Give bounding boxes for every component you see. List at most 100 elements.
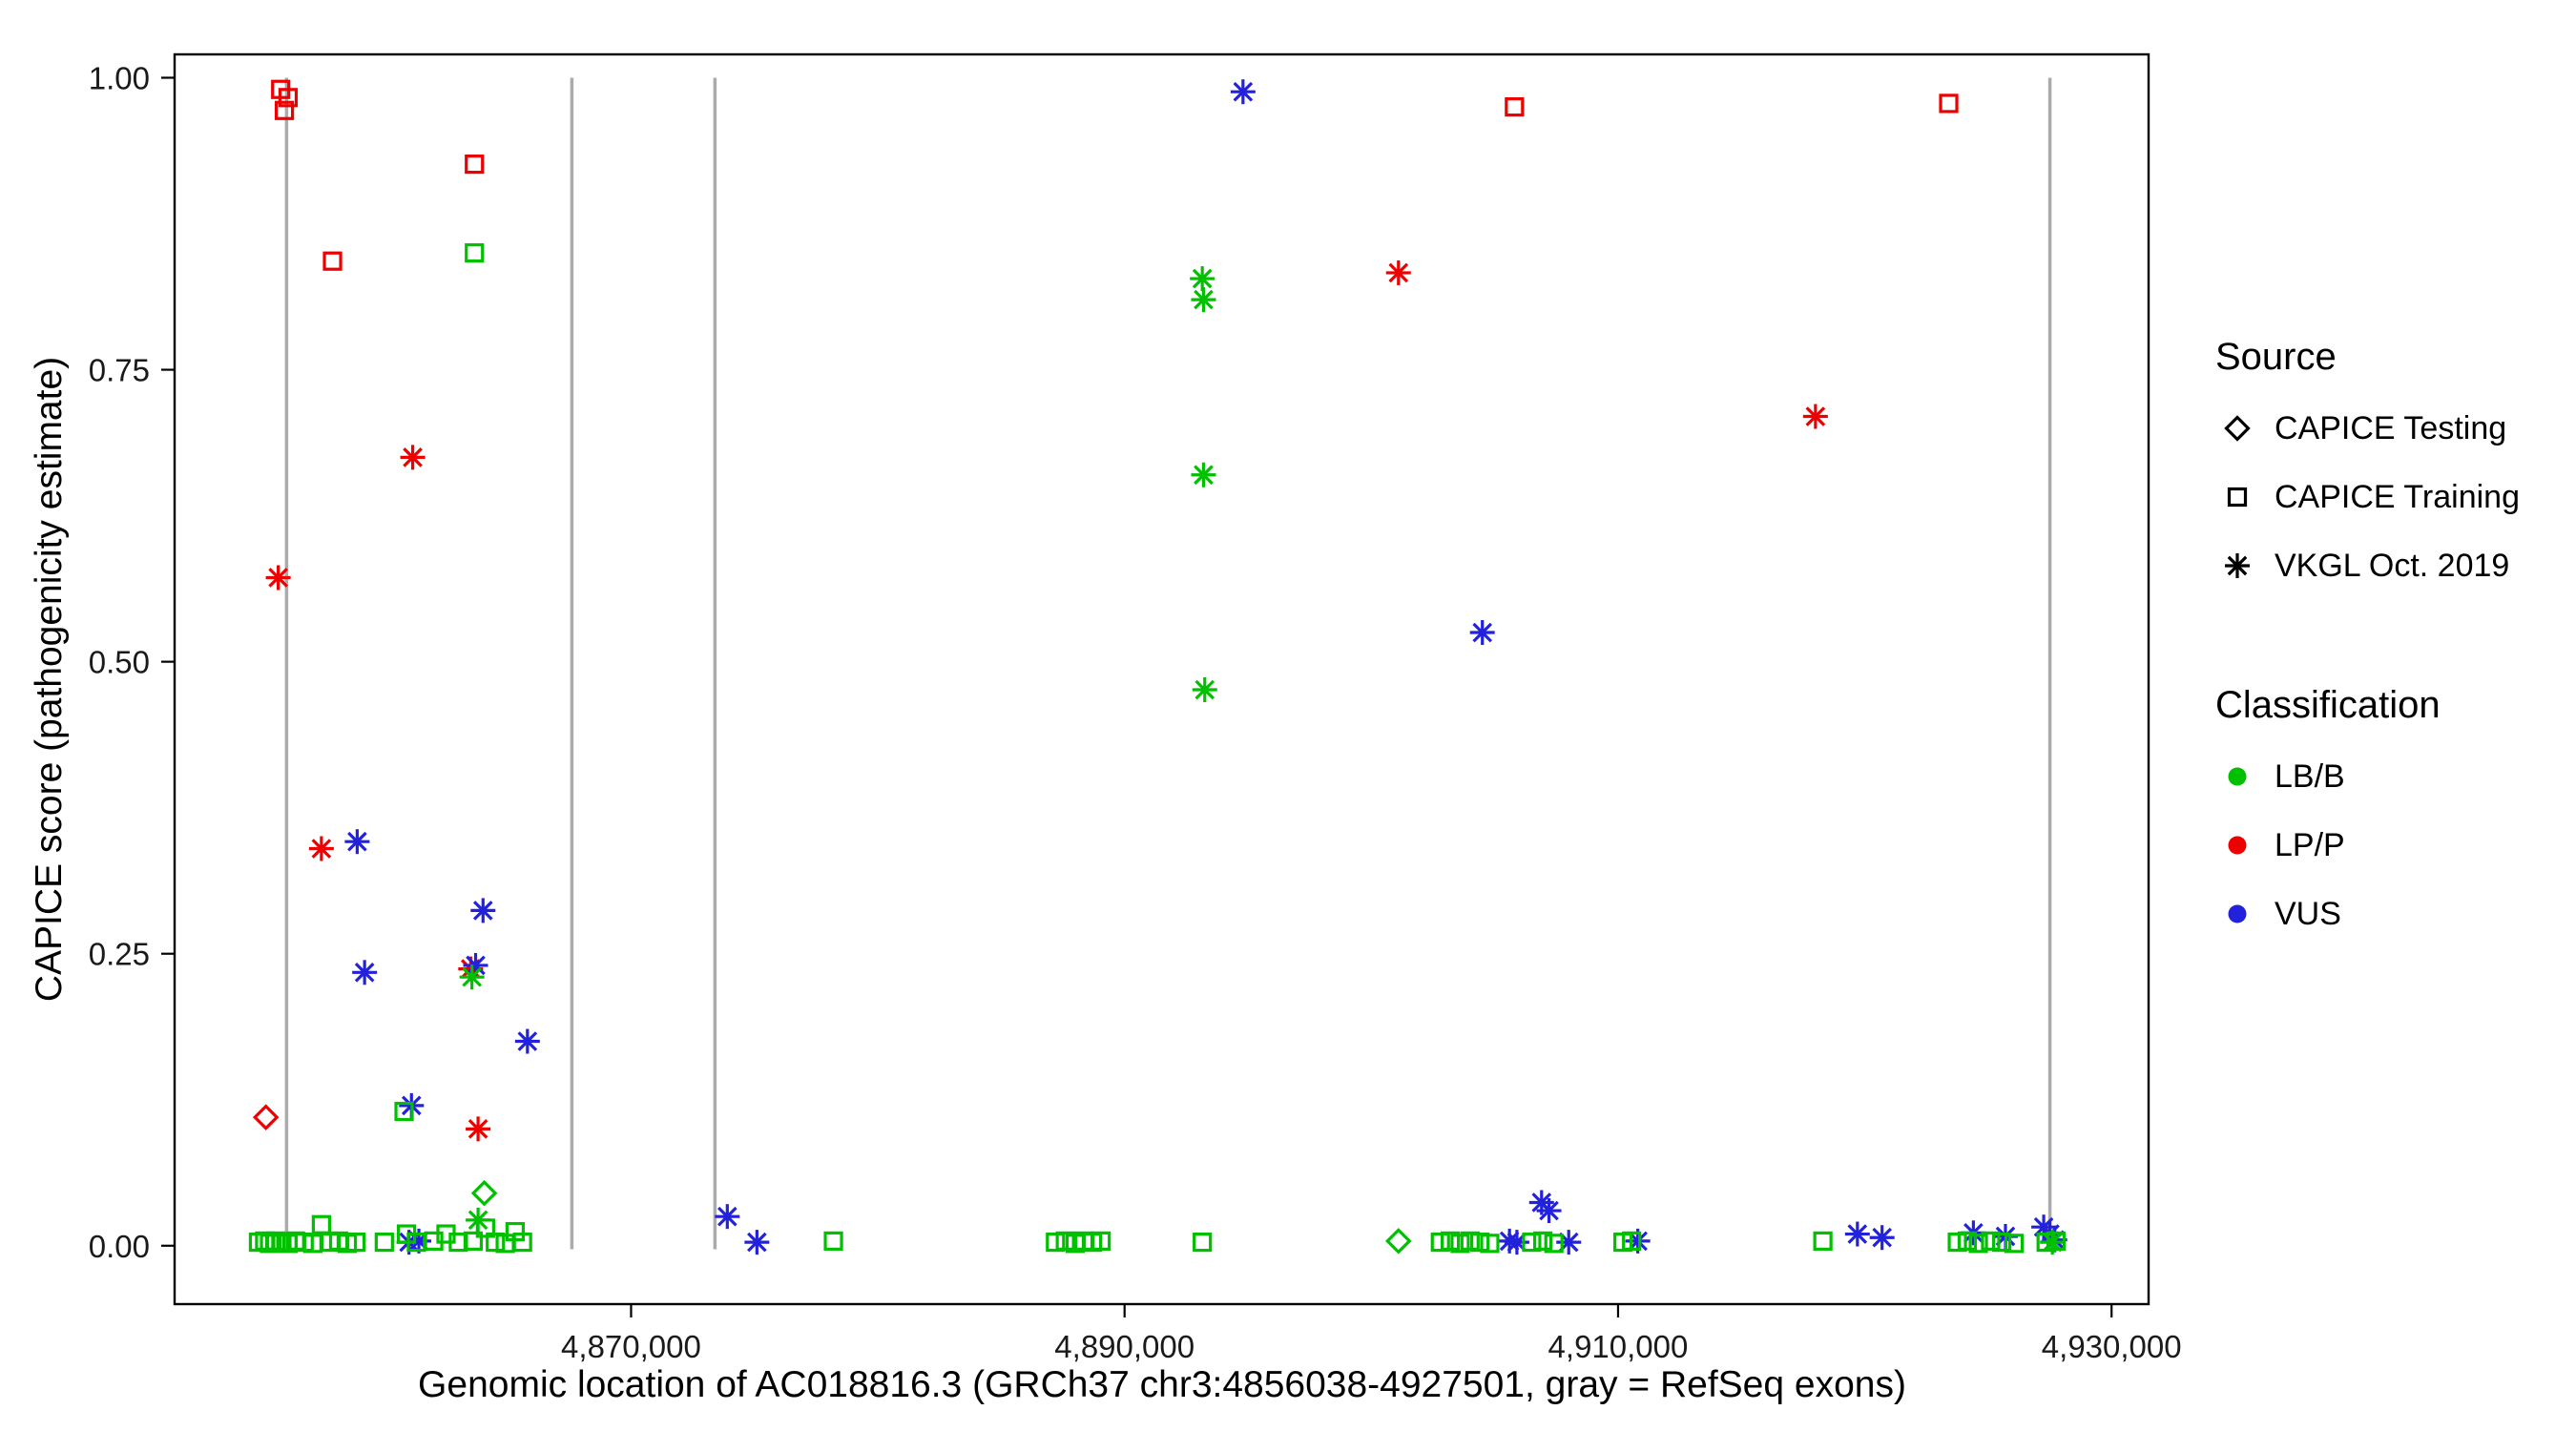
data-point	[470, 1179, 498, 1207]
y-tick-label: 0.00	[89, 1229, 150, 1264]
data-point	[1522, 1233, 1542, 1253]
data-point	[1504, 1230, 1529, 1255]
legend-item-label: VKGL Oct. 2019	[2275, 547, 2510, 584]
panel-border	[173, 52, 2150, 1306]
data-point	[1813, 1231, 1833, 1251]
legend-color-dot	[2228, 904, 2247, 923]
data-point	[1190, 266, 1215, 292]
data-point	[470, 898, 496, 923]
data-point	[1230, 79, 1256, 105]
data-point	[352, 960, 378, 985]
data-point	[512, 1233, 532, 1253]
x-tick-label: 4,890,000	[1054, 1329, 1195, 1364]
data-point	[1532, 1231, 1553, 1251]
legend-item-capice-training: CAPICE Training	[2215, 463, 2520, 531]
data-point	[322, 251, 343, 271]
circle-marker	[2228, 904, 2247, 923]
data-point	[1470, 1233, 1490, 1253]
x-tick-label: 4,930,000	[2042, 1329, 2182, 1364]
legend-title-source: Source	[2215, 336, 2337, 378]
data-point	[1385, 259, 1411, 285]
asterisk-marker	[2225, 553, 2250, 578]
data-point	[2004, 1234, 2025, 1254]
data-point	[274, 100, 295, 120]
data-point	[1046, 1233, 1066, 1253]
y-tick-label: 0.50	[89, 645, 150, 680]
legend-item-label: LP/P	[2275, 826, 2345, 863]
data-point	[1450, 1234, 1470, 1254]
legend-asterisk-icon	[2225, 553, 2250, 578]
data-point	[1536, 1198, 1562, 1224]
legend-classification-items: LB/B LP/P VUS	[2215, 742, 2520, 948]
data-point	[1939, 93, 1959, 114]
x-tick-label: 4,910,000	[1548, 1329, 1689, 1364]
legend-item-vkgl-oct-2019: VKGL Oct. 2019	[2215, 531, 2520, 600]
data-point	[400, 445, 426, 470]
data-point	[1055, 1231, 1075, 1251]
data-point	[345, 1233, 366, 1253]
data-point	[1191, 462, 1216, 487]
square-marker	[2227, 487, 2248, 508]
data-point	[265, 565, 291, 591]
data-point	[252, 1104, 280, 1130]
legend-diamond-icon	[2224, 415, 2251, 442]
data-point	[465, 243, 485, 263]
data-point	[1440, 1231, 1461, 1251]
data-points	[248, 79, 2067, 1255]
circle-marker	[2228, 767, 2247, 786]
y-tick-label: 0.75	[89, 353, 150, 388]
data-point	[1091, 1231, 1111, 1251]
y-tick-label: 1.00	[89, 60, 150, 95]
data-point	[278, 88, 299, 108]
data-point	[1460, 1231, 1480, 1251]
data-point	[1480, 1234, 1500, 1254]
legend-item-label: CAPICE Testing	[2275, 409, 2507, 446]
data-point	[715, 1204, 740, 1230]
legend-item-capice-testing: CAPICE Testing	[2215, 394, 2520, 463]
data-point	[344, 829, 370, 855]
data-point	[1622, 1231, 1642, 1251]
legend-square-icon	[2227, 487, 2248, 508]
data-point	[463, 1231, 484, 1251]
legend-source-items: CAPICE Testing CAPICE Training VKGL Oct. 2…	[2215, 394, 2520, 600]
data-point	[465, 154, 485, 175]
data-point	[744, 1230, 770, 1255]
data-point	[1844, 1221, 1870, 1247]
data-point	[308, 836, 334, 861]
data-point	[394, 1101, 414, 1122]
data-point	[1981, 1231, 2001, 1251]
legend-item-label: VUS	[2275, 895, 2341, 932]
data-point	[823, 1231, 843, 1251]
data-point	[2036, 1233, 2056, 1253]
data-point	[2046, 1231, 2067, 1251]
legend-color-dot	[2228, 767, 2247, 786]
legend-item-label: LB/B	[2275, 757, 2345, 795]
data-point	[1869, 1225, 1895, 1251]
data-point	[1968, 1234, 1988, 1254]
legend-item-lp-p: LP/P	[2215, 811, 2520, 880]
data-point	[1544, 1234, 1564, 1254]
data-point	[1992, 1233, 2012, 1253]
legend-title-classification: Classification	[2215, 684, 2441, 726]
y-tick-label: 0.25	[89, 937, 150, 972]
data-point	[1385, 1228, 1412, 1255]
data-point	[514, 1028, 540, 1054]
data-point	[466, 1116, 491, 1142]
data-point	[1957, 1231, 1978, 1251]
x-tick-label: 4,870,000	[561, 1329, 701, 1364]
legend-item-lb-b: LB/B	[2215, 742, 2520, 811]
data-point	[1430, 1233, 1450, 1253]
data-point	[1505, 96, 1525, 117]
data-point	[459, 964, 485, 990]
data-point	[1802, 404, 1828, 429]
data-point	[260, 1234, 280, 1254]
x-axis-title: Genomic location of AC018816.3 (GRCh37 c…	[418, 1364, 1906, 1405]
data-point	[486, 1233, 506, 1253]
y-axis-title: CAPICE score (pathogenicity estimate)	[29, 356, 70, 1003]
data-point	[1192, 677, 1217, 703]
legend-item-vus: VUS	[2215, 880, 2520, 948]
circle-marker	[2228, 836, 2247, 855]
data-point	[1947, 1233, 1967, 1253]
